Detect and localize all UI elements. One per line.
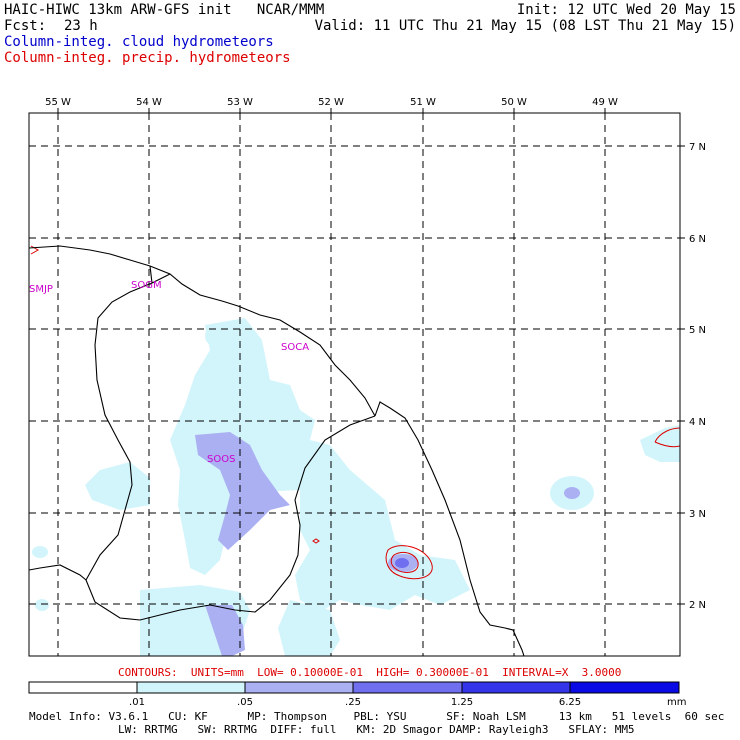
init-time: Init: 12 UTC Wed 20 May 15 [516, 2, 736, 18]
station-sogm: SOGM [131, 280, 162, 291]
colorbar-tick-4: 6.25 [559, 697, 581, 708]
colorbar-unit: mm [667, 697, 686, 708]
forecast-label: Fcst: [4, 18, 47, 34]
colorbar-bin-4 [461, 681, 571, 694]
legend-cloud-hydrometeors: Column-integ. cloud hydrometeors [4, 34, 274, 50]
colorbar-bin-1 [136, 681, 246, 694]
lat-label-4n: 4 N [689, 417, 706, 428]
lon-label-55w: 55 W [45, 97, 71, 108]
lon-label-54w: 54 W [136, 97, 162, 108]
lon-label-53w: 53 W [227, 97, 253, 108]
lon-label-52w: 52 W [318, 97, 344, 108]
station-soca: SOCA [281, 342, 309, 353]
colorbar-tick-0: .01 [129, 697, 145, 708]
station-smjp: SMJP [29, 284, 53, 295]
colorbar-tick-2: .25 [345, 697, 361, 708]
model-info-line1: Model Info: V3.6.1 CU: KF MP: Thompson P… [29, 710, 725, 723]
map-frame [28, 112, 681, 657]
model-info-line2: LW: RRTMG SW: RRTMG DIFF: full KM: 2D Sm… [118, 723, 635, 736]
lat-label-7n: 7 N [689, 142, 706, 153]
legend-precip-hydrometeors: Column-integ. precip. hydrometeors [4, 50, 291, 66]
colorbar [28, 681, 680, 694]
colorbar-tick-1: .05 [237, 697, 253, 708]
valid-time: Valid: 11 UTC Thu 21 May 15 (08 LST Thu … [314, 18, 736, 34]
colorbar-bin-2 [244, 681, 354, 694]
coastlines-borders [29, 245, 525, 656]
latlon-grid [29, 113, 680, 656]
forecast-hour: 23 h [64, 18, 98, 34]
lon-label-50w: 50 W [501, 97, 527, 108]
colorbar-tick-3: 1.25 [451, 697, 473, 708]
lon-label-49w: 49 W [592, 97, 618, 108]
hydrometeor-shading [32, 318, 680, 656]
lat-label-3n: 3 N [689, 509, 706, 520]
contour-info: CONTOURS: UNITS=mm LOW= 0.10000E-01 HIGH… [118, 666, 622, 679]
colorbar-bin-3 [352, 681, 463, 694]
plot-title: HAIC-HIWC 13km ARW-GFS init NCAR/MMM [4, 2, 325, 18]
colorbar-bin-0 [28, 681, 138, 694]
precip-contours [30, 245, 680, 580]
lon-label-51w: 51 W [410, 97, 436, 108]
axis-ticks [57, 108, 685, 605]
lat-label-2n: 2 N [689, 600, 706, 611]
lat-label-5n: 5 N [689, 325, 706, 336]
station-soos: SOOS [207, 454, 235, 465]
colorbar-bin-5 [569, 681, 680, 694]
lat-label-6n: 6 N [689, 234, 706, 245]
